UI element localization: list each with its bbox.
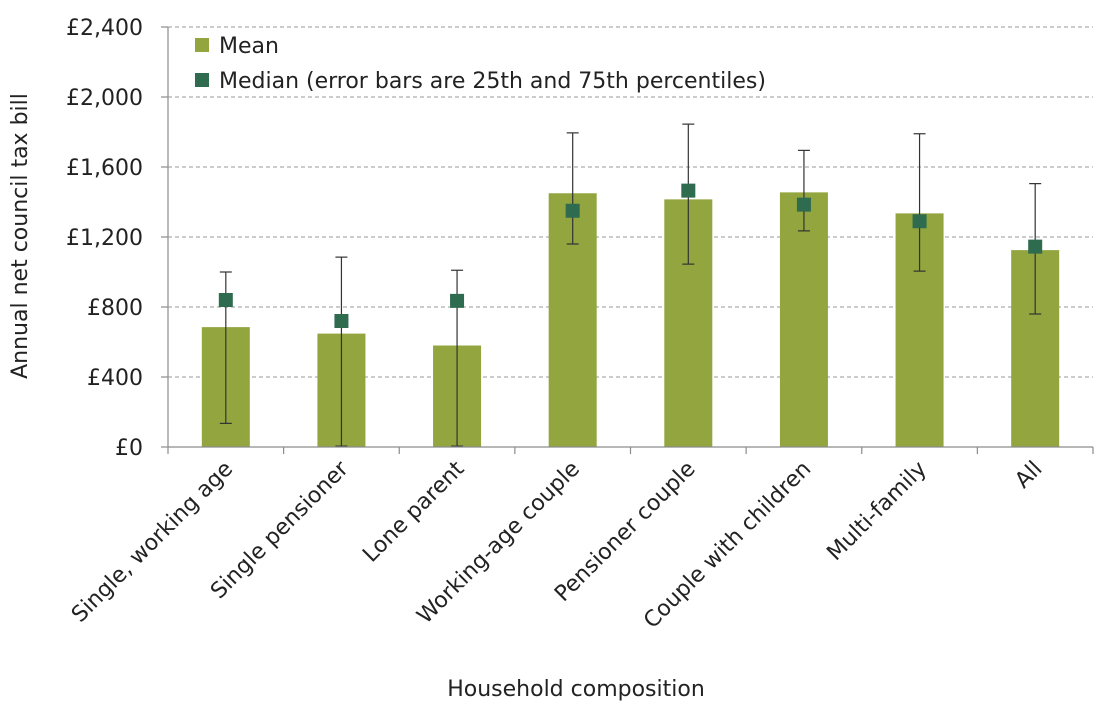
median-marker [796,197,811,212]
legend-label-median: Median (error bars are 25th and 75th per… [219,69,766,94]
y-tick-label: £400 [87,366,143,391]
y-tick-labels: £0 £400 £800 £1,200 £1,600 £2,000 £2,400 [66,16,143,461]
median-marker [912,214,927,229]
x-tick-label: Lone parent [358,456,469,567]
median-marker [1028,239,1043,254]
y-tick-label: £1,600 [66,156,143,181]
x-tick-label: Multi-family [822,457,931,566]
median-marker [565,203,580,218]
median-marker [218,293,233,307]
x-axis-title: Household composition [447,677,705,702]
x-tick-label: All [1010,457,1047,494]
legend-swatch-median [195,73,209,87]
error-bars [219,123,1042,447]
median-markers [218,183,1043,328]
y-tick-label: £2,400 [66,16,143,41]
median-marker [450,293,465,308]
median-marker [334,314,349,328]
legend: Mean Median (error bars are 25th and 75t… [195,34,766,94]
legend-swatch-mean [195,38,209,52]
median-marker [681,183,696,198]
axes [161,26,1094,454]
y-tick-label: £2,000 [66,86,143,111]
bar-mean [779,192,828,447]
mean-bars [201,192,1060,447]
y-tick-label: £800 [87,296,143,321]
x-tick-label: Single, working age [67,457,238,628]
y-tick-label: £0 [115,436,143,461]
legend-label-mean: Mean [219,34,279,59]
y-tick-label: £1,200 [66,226,143,251]
y-axis-title: Annual net council tax bill [8,93,33,379]
